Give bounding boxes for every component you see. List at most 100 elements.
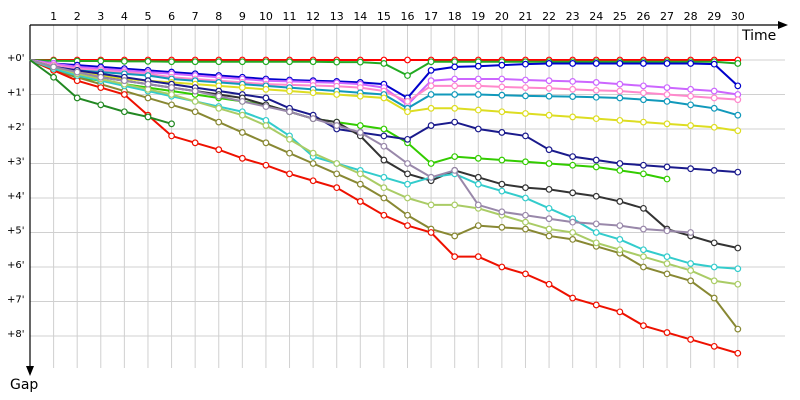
data-point: [380, 94, 388, 102]
data-point: [687, 277, 695, 285]
data-point: [309, 149, 317, 157]
data-point: [333, 58, 341, 66]
data-point: [356, 198, 364, 205]
data-point: [616, 308, 624, 316]
data-point: [687, 260, 695, 267]
data-point: [663, 329, 671, 336]
data-point: [687, 229, 695, 236]
data-point: [451, 63, 459, 71]
data-point: [592, 301, 600, 309]
data-point: [545, 204, 553, 212]
data-point: [144, 94, 152, 102]
data-point: [168, 91, 175, 98]
x-tick-label: 8: [215, 10, 222, 23]
x-tick-label: 27: [660, 10, 674, 23]
data-point: [734, 265, 742, 273]
data-point: [380, 125, 388, 133]
data-point: [569, 235, 577, 243]
data-point: [191, 139, 199, 147]
x-tick-label: 16: [401, 10, 415, 23]
data-point: [545, 92, 553, 100]
data-point: [710, 60, 718, 68]
data-point: [191, 108, 199, 116]
data-point: [238, 129, 246, 136]
data-point: [569, 161, 577, 169]
x-tick-label: 26: [636, 10, 650, 23]
data-point: [734, 244, 742, 252]
y-tick-label: +5': [7, 226, 25, 237]
data-point: [663, 97, 671, 105]
data-point: [50, 73, 57, 81]
data-point: [404, 108, 411, 116]
data-point: [498, 129, 506, 136]
data-point: [545, 160, 553, 167]
data-point: [545, 77, 553, 85]
data-point: [215, 58, 223, 66]
data-point: [404, 170, 411, 178]
data-point: [404, 56, 411, 64]
data-point: [640, 322, 647, 330]
data-point: [451, 201, 459, 209]
data-point: [451, 104, 459, 112]
data-point: [522, 84, 529, 91]
data-point: [569, 77, 577, 85]
data-point: [215, 118, 223, 126]
data-point: [522, 270, 529, 278]
data-point: [734, 96, 742, 104]
data-point: [73, 94, 81, 102]
data-point: [380, 184, 388, 192]
data-point: [640, 253, 647, 261]
data-point: [498, 208, 506, 216]
data-point: [144, 57, 152, 65]
data-point: [616, 116, 624, 124]
data-point: [97, 73, 105, 81]
data-point: [144, 113, 152, 121]
y-tick-label: +2': [7, 122, 25, 133]
data-point: [404, 160, 411, 167]
data-point: [616, 160, 624, 167]
data-point: [474, 91, 482, 98]
data-point: [427, 122, 435, 129]
data-point: [663, 253, 671, 261]
data-point: [474, 82, 482, 90]
data-point: [380, 132, 388, 140]
data-point: [451, 253, 459, 261]
data-point: [522, 158, 529, 166]
data-point: [427, 229, 435, 236]
data-point: [569, 85, 577, 93]
data-point: [687, 165, 695, 173]
data-point: [663, 260, 671, 267]
data-point: [404, 72, 411, 79]
data-point: [592, 115, 600, 123]
data-point: [333, 91, 341, 98]
y-axis-arrow: [26, 366, 34, 376]
x-tick-label: 10: [259, 10, 273, 23]
data-point: [640, 118, 647, 126]
data-point: [120, 77, 128, 85]
data-point: [286, 108, 293, 116]
data-point: [710, 277, 718, 285]
data-point: [522, 184, 529, 192]
data-point: [333, 122, 341, 129]
data-point: [710, 239, 718, 247]
y-tick-label: +4': [7, 191, 25, 202]
data-point: [427, 82, 435, 90]
data-point: [522, 211, 529, 219]
y-tick-label: +7': [7, 295, 25, 306]
data-point: [522, 76, 529, 84]
data-point: [404, 135, 411, 143]
data-point: [262, 94, 270, 102]
data-point: [616, 60, 624, 67]
data-point: [663, 91, 671, 98]
data-point: [687, 101, 695, 109]
data-point: [474, 125, 482, 133]
data-point: [191, 97, 199, 105]
data-point: [569, 218, 577, 226]
data-point: [734, 168, 742, 176]
data-point: [545, 215, 553, 223]
data-point: [427, 104, 435, 112]
data-point: [215, 104, 223, 112]
data-point: [710, 294, 718, 302]
data-point: [168, 84, 175, 91]
data-point: [734, 349, 742, 357]
